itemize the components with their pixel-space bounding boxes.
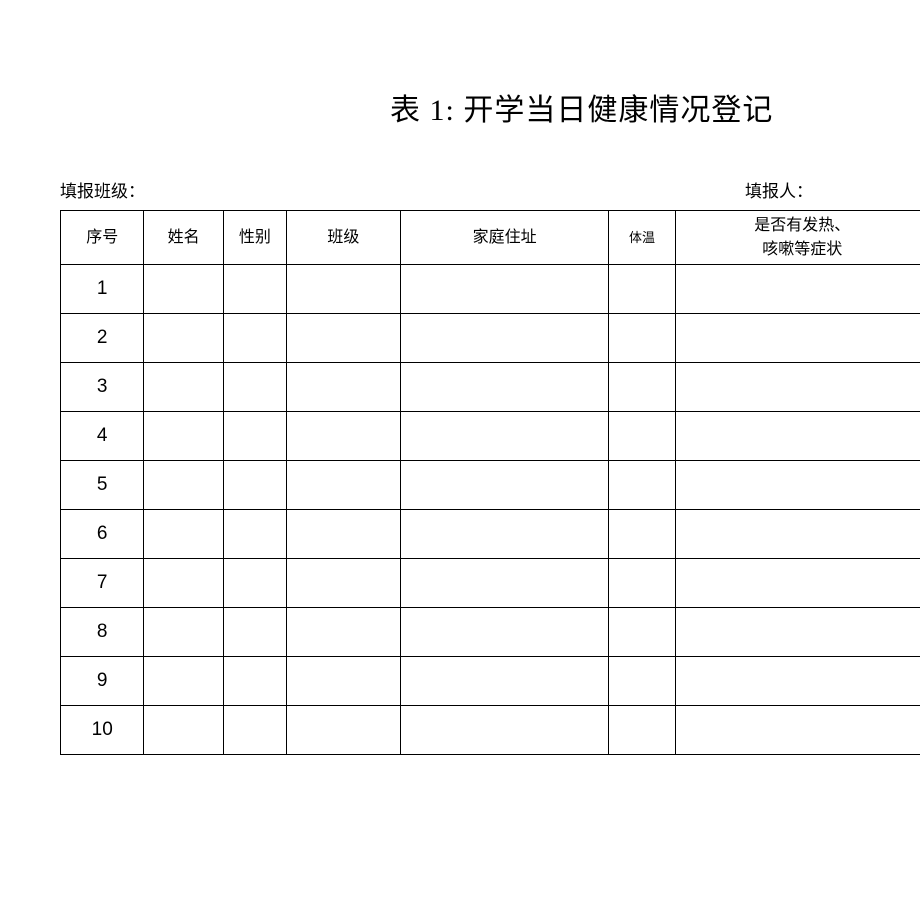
- data-cell: [223, 314, 286, 363]
- table-row: 3: [61, 363, 920, 412]
- data-cell: [609, 706, 675, 755]
- data-cell: [400, 559, 609, 608]
- row-number-cell: 1: [61, 265, 144, 314]
- data-cell: [400, 363, 609, 412]
- col-header-address: 家庭住址: [400, 211, 609, 265]
- data-cell: [223, 657, 286, 706]
- table-header-row: 序号 姓名 性别 班级 家庭住址 体温 是否有发热、咳嗽等症状: [61, 211, 920, 265]
- data-cell: [144, 559, 223, 608]
- row-number-cell: 8: [61, 608, 144, 657]
- table-row: 8: [61, 608, 920, 657]
- row-number-cell: 5: [61, 461, 144, 510]
- col-header-symptom: 是否有发热、咳嗽等症状: [675, 211, 920, 265]
- data-cell: [286, 461, 400, 510]
- data-cell: [675, 706, 920, 755]
- data-cell: [400, 412, 609, 461]
- data-cell: [609, 412, 675, 461]
- data-cell: [223, 510, 286, 559]
- data-cell: [223, 461, 286, 510]
- table-body: 12345678910: [61, 265, 920, 755]
- data-cell: [286, 559, 400, 608]
- data-cell: [286, 314, 400, 363]
- data-cell: [609, 314, 675, 363]
- data-cell: [675, 265, 920, 314]
- data-cell: [400, 510, 609, 559]
- data-cell: [609, 510, 675, 559]
- data-cell: [675, 510, 920, 559]
- col-header-name: 姓名: [144, 211, 223, 265]
- reporter-label: 填报人：: [745, 177, 813, 202]
- data-cell: [286, 412, 400, 461]
- data-cell: [609, 265, 675, 314]
- row-number-cell: 7: [61, 559, 144, 608]
- data-cell: [675, 412, 920, 461]
- table-row: 10: [61, 706, 920, 755]
- data-cell: [286, 265, 400, 314]
- data-cell: [675, 657, 920, 706]
- row-number-cell: 6: [61, 510, 144, 559]
- table-row: 7: [61, 559, 920, 608]
- data-cell: [675, 559, 920, 608]
- col-header-seq: 序号: [61, 211, 144, 265]
- row-number-cell: 3: [61, 363, 144, 412]
- data-cell: [675, 363, 920, 412]
- data-cell: [609, 608, 675, 657]
- data-cell: [286, 657, 400, 706]
- data-cell: [286, 363, 400, 412]
- data-cell: [609, 657, 675, 706]
- table-row: 9: [61, 657, 920, 706]
- class-label: 填报班级：: [60, 177, 745, 202]
- row-number-cell: 10: [61, 706, 144, 755]
- table-row: 2: [61, 314, 920, 363]
- data-cell: [400, 706, 609, 755]
- data-cell: [144, 657, 223, 706]
- row-number-cell: 4: [61, 412, 144, 461]
- data-cell: [400, 657, 609, 706]
- table-row: 4: [61, 412, 920, 461]
- page-container: 表 1: 开学当日健康情况登记 填报班级： 填报人： 序号 姓名 性别 班级 家…: [0, 0, 920, 755]
- data-cell: [144, 461, 223, 510]
- data-cell: [144, 706, 223, 755]
- data-cell: [609, 559, 675, 608]
- data-cell: [609, 363, 675, 412]
- data-cell: [144, 510, 223, 559]
- data-cell: [400, 608, 609, 657]
- col-header-gender: 性别: [223, 211, 286, 265]
- data-cell: [223, 706, 286, 755]
- data-cell: [223, 265, 286, 314]
- data-cell: [675, 314, 920, 363]
- data-cell: [144, 608, 223, 657]
- data-cell: [400, 314, 609, 363]
- data-cell: [144, 412, 223, 461]
- table-row: 1: [61, 265, 920, 314]
- row-number-cell: 9: [61, 657, 144, 706]
- meta-row: 填报班级： 填报人：: [60, 177, 920, 202]
- col-header-temp: 体温: [609, 211, 675, 265]
- data-cell: [286, 706, 400, 755]
- table-row: 6: [61, 510, 920, 559]
- data-cell: [144, 314, 223, 363]
- col-header-class: 班级: [286, 211, 400, 265]
- data-cell: [400, 265, 609, 314]
- data-cell: [223, 363, 286, 412]
- data-cell: [286, 608, 400, 657]
- data-cell: [223, 412, 286, 461]
- page-title: 表 1: 开学当日健康情况登记: [60, 85, 920, 129]
- data-cell: [675, 461, 920, 510]
- data-cell: [223, 559, 286, 608]
- data-cell: [144, 265, 223, 314]
- data-cell: [223, 608, 286, 657]
- table-row: 5: [61, 461, 920, 510]
- data-cell: [609, 461, 675, 510]
- data-cell: [675, 608, 920, 657]
- row-number-cell: 2: [61, 314, 144, 363]
- data-cell: [400, 461, 609, 510]
- data-cell: [286, 510, 400, 559]
- health-registration-table: 序号 姓名 性别 班级 家庭住址 体温 是否有发热、咳嗽等症状 12345678…: [60, 210, 920, 755]
- data-cell: [144, 363, 223, 412]
